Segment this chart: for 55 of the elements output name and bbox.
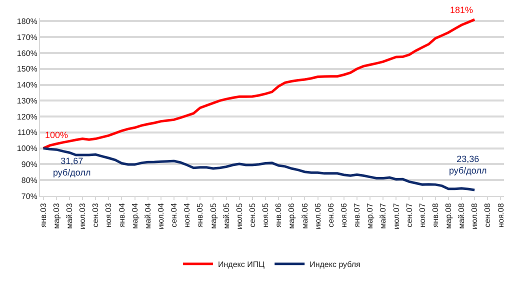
annotation: 31,67 руб/долл <box>53 156 91 178</box>
x-tick-label: июл.08 <box>470 202 480 230</box>
annotation: 181% <box>450 5 474 15</box>
legend-label: Индекс рубля <box>310 260 360 270</box>
y-tick-label: 140% <box>16 80 38 90</box>
annotation: 100% <box>45 130 68 140</box>
y-tick-label: 120% <box>16 112 38 122</box>
y-tick-label: 100% <box>16 144 38 154</box>
y-tick-label: 70% <box>21 192 38 201</box>
y-tick-label: 130% <box>16 96 38 106</box>
x-tick-label: мар.07 <box>366 202 375 229</box>
x-tick-label: ноя.04 <box>182 202 192 228</box>
x-tick-label: ноя.08 <box>496 202 506 228</box>
x-tick-label: мар.03 <box>52 202 61 229</box>
x-tick-label: сен.07 <box>404 202 414 228</box>
x-tick-label: май.08 <box>457 202 466 229</box>
y-tick-label: 90% <box>21 160 38 170</box>
x-tick-label: сен.08 <box>483 202 492 228</box>
y-tick-label: 110% <box>18 128 38 138</box>
y-tick-label: 80% <box>21 176 38 185</box>
x-tick-label: мар.08 <box>444 202 454 229</box>
y-tick-label: 160% <box>16 48 38 58</box>
line-series <box>42 18 476 150</box>
x-tick-label: ноя.05 <box>261 202 270 228</box>
x-tick-label: янв.07 <box>352 202 362 228</box>
x-tick-label: янв.05 <box>196 202 205 228</box>
x-tick-label: мар.06 <box>287 202 296 229</box>
x-tick-label: мар.04 <box>130 202 140 229</box>
annotation: 23,36 руб/долл <box>449 154 487 176</box>
x-tick-label: июл.06 <box>313 202 322 230</box>
x-tick-label: ноя.03 <box>104 202 114 228</box>
x-tick-label: июл.05 <box>234 202 244 230</box>
x-tick-label: май.07 <box>378 202 388 229</box>
x-tick-label: мар.05 <box>208 202 218 229</box>
x-tick-label: май.04 <box>143 202 152 229</box>
x-tick-label: июл.03 <box>78 202 88 230</box>
y-tick-label: 180% <box>16 16 38 26</box>
x-tick-label: янв.06 <box>274 202 284 228</box>
x-tick-label: ноя.06 <box>339 202 348 228</box>
x-tick-label: июл.07 <box>392 202 401 230</box>
x-tick-label: сен.03 <box>91 202 100 228</box>
x-tick-label: май.05 <box>222 202 231 229</box>
x-tick-label: сен.05 <box>248 202 257 228</box>
x-tick-label: июл.04 <box>156 202 166 230</box>
x-tick-label: сен.04 <box>170 202 179 228</box>
legend-label: Индекс ИПЦ <box>218 260 265 270</box>
x-tick-label: май.06 <box>300 202 310 229</box>
x-tick-label: янв.03 <box>38 202 48 228</box>
y-tick-label: 170% <box>16 32 38 42</box>
y-tick-label: 150% <box>16 64 38 74</box>
x-tick-label: сен.06 <box>326 202 336 228</box>
x-tick-label: янв.04 <box>117 202 126 228</box>
x-tick-label: май.03 <box>65 202 74 229</box>
x-tick-label: ноя.07 <box>418 202 427 228</box>
x-tick-label: янв.08 <box>430 202 440 228</box>
